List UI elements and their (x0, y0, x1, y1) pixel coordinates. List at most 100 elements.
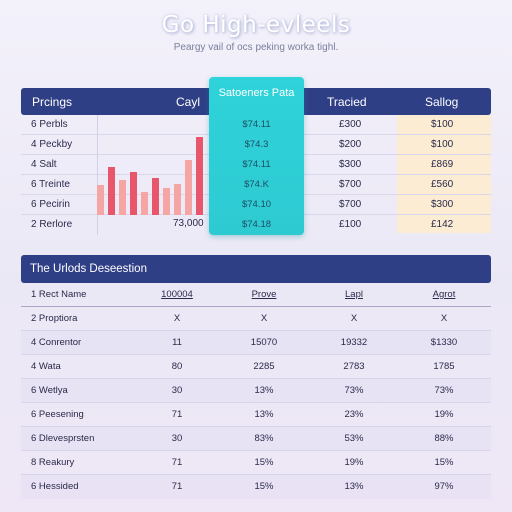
tracied-cell: $200 (339, 139, 362, 150)
uploads-table-header: The Urlods Deseestion (21, 255, 491, 283)
column-header-lapl[interactable]: Lapl (345, 289, 363, 300)
cell-name: 6 Peesening (31, 409, 84, 420)
cell: 15% (254, 481, 274, 492)
mini-bar (97, 185, 104, 215)
cell: 13% (254, 385, 274, 396)
tracied-cell: £300 (339, 119, 362, 130)
cell: 1785 (433, 361, 455, 372)
table-row[interactable]: 2 Proptiora X X X X (21, 307, 491, 331)
row-label: 6 Treinte (31, 179, 70, 190)
mini-bar (130, 172, 137, 215)
cell: 97% (434, 481, 454, 492)
cell: 83% (254, 433, 274, 444)
sallog-cell: $100 (431, 139, 454, 150)
cell: 2783 (343, 361, 365, 372)
cell: 23% (344, 409, 364, 420)
cell-name: 6 Wetlya (31, 385, 68, 396)
mini-bar (196, 137, 203, 215)
table-row[interactable]: 4 Wata 80 2285 2783 1785 (21, 355, 491, 379)
column-header-id[interactable]: 100004 (161, 289, 193, 300)
cell: 2285 (253, 361, 275, 372)
cell-name: 4 Conrentor (31, 337, 82, 348)
table-row[interactable]: 8 Reakury 71 15% 19% 15% (21, 451, 491, 475)
page-subtitle: Peargy vail of ocs peking worka tighl. (173, 42, 339, 53)
cell: 30 (171, 433, 183, 444)
table-row[interactable]: 4 Conrentor 11 15070 19332 $1330 (21, 331, 491, 355)
column-header-prove[interactable]: Prove (251, 289, 277, 300)
pricing-table: Prcings Cayl Tracied Sallog 6 Perbls £30… (21, 77, 491, 235)
hl-cell: $74.3 (244, 139, 269, 150)
mini-bar-chart (97, 135, 207, 215)
hl-cell: $74.11 (242, 119, 271, 130)
cell-name: 4 Wata (31, 361, 61, 372)
cell: 15070 (250, 337, 278, 348)
column-header-tracied[interactable]: Tracied (327, 95, 367, 109)
column-header-prcings[interactable]: Prcings (32, 95, 73, 109)
cell: 13% (254, 409, 274, 420)
cell-name: 2 Proptiora (31, 313, 78, 324)
row-label: 6 Pecirin (31, 199, 70, 210)
cell: 71 (171, 409, 183, 420)
mini-bar (174, 184, 181, 215)
tracied-cell: $300 (339, 159, 362, 170)
table-row[interactable]: 6 Wetlya 30 13% 73% 73% (21, 379, 491, 403)
column-divider (97, 215, 98, 235)
page-title: Go High-evleels (161, 12, 351, 38)
cell: 19% (434, 409, 454, 420)
cell: X (173, 313, 181, 324)
row-label: 4 Peckby (31, 139, 73, 150)
cell: $1330 (430, 337, 458, 348)
column-divider (97, 135, 98, 155)
column-header-agrot[interactable]: Agrot (432, 289, 456, 300)
cell: 71 (171, 481, 183, 492)
mini-bar (141, 192, 148, 215)
row-label: 2 Rerlore (31, 219, 73, 230)
tracied-cell: $700 (339, 199, 362, 210)
cell: 73% (344, 385, 364, 396)
sallog-cell: £142 (431, 219, 454, 230)
row-label: 6 Perbls (31, 119, 68, 130)
hl-cell: $74.11 (242, 159, 271, 170)
sallog-cell: £560 (431, 179, 454, 190)
sallog-cell: $300 (431, 199, 454, 210)
tracied-cell: £100 (339, 219, 362, 230)
column-header-sallog[interactable]: Sallog (425, 95, 459, 109)
sallog-cell: £869 (431, 159, 454, 170)
column-divider (97, 115, 98, 135)
cell-name: 6 Hessided (31, 481, 79, 492)
mini-bar (163, 188, 170, 215)
mini-bar (185, 160, 192, 215)
table-row[interactable]: 2 Rerlore £100 £142 (21, 215, 491, 235)
mini-bar (119, 180, 126, 215)
hl-cell: $74.K (244, 179, 269, 190)
cell: 15% (434, 457, 454, 468)
cell-name: 8 Reakury (31, 457, 75, 468)
cell: 73% (434, 385, 454, 396)
cell: 88% (434, 433, 454, 444)
column-header-satoeners-pata: Satoeners Pata (218, 87, 295, 99)
cell: 80 (171, 361, 183, 372)
sallog-cell: $100 (431, 119, 454, 130)
cell: X (260, 313, 268, 324)
satoeners-pata-highlight-column[interactable]: Satoeners Pata $74.11 $74.3 $74.11 $74.K… (209, 77, 304, 235)
tracied-cell: $700 (339, 179, 362, 190)
column-header-name[interactable]: 1 Rect Name (31, 289, 87, 300)
table-row[interactable]: 6 Dlevesprsten 30 83% 53% 88% (21, 427, 491, 451)
cell-name: 6 Dlevesprsten (31, 433, 95, 444)
cell: X (350, 313, 358, 324)
cell: X (440, 313, 448, 324)
cell: 13% (344, 481, 364, 492)
cell: 19% (344, 457, 364, 468)
hl-cell: $74.18 (241, 219, 272, 230)
cell: 30 (171, 385, 183, 396)
uploads-table: The Urlods Deseestion 1 Rect Name 100004… (21, 255, 491, 499)
row-label: 4 Salt (31, 159, 57, 170)
table-row[interactable]: 6 Peesening 71 13% 23% 19% (21, 403, 491, 427)
column-header-cayl[interactable]: Cayl (176, 95, 201, 109)
hl-cell: $74.10 (241, 199, 272, 210)
cell: 53% (344, 433, 364, 444)
mini-bar (152, 178, 159, 215)
table-row[interactable]: 6 Hessided 71 15% 13% 97% (21, 475, 491, 499)
cell: 15% (254, 457, 274, 468)
uploads-table-title: The Urlods Deseestion (30, 263, 147, 275)
